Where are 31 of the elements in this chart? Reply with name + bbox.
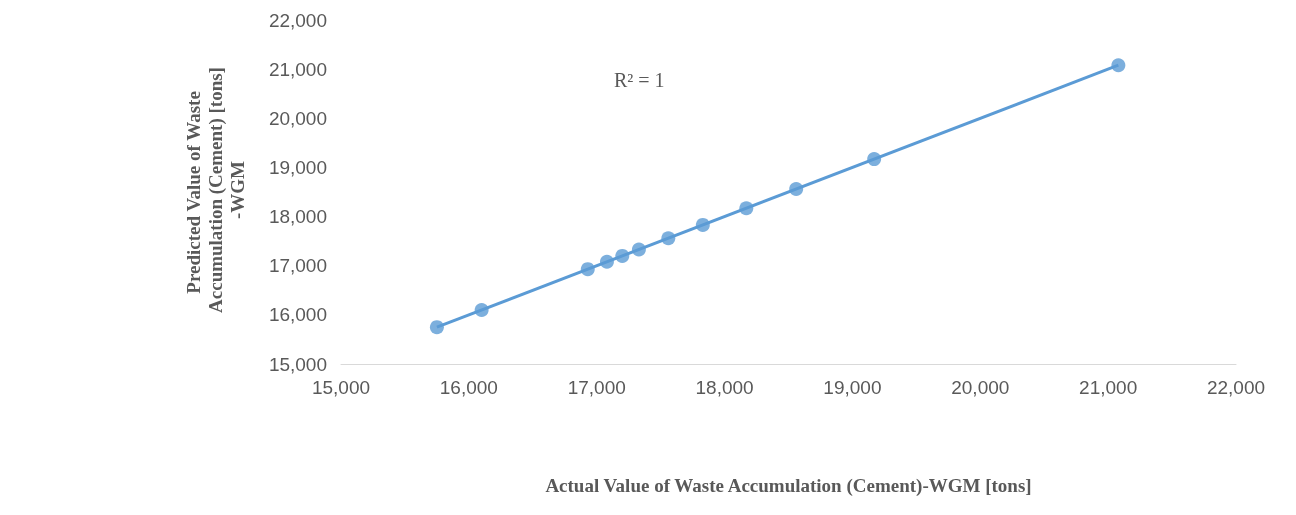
x-tick-label: 15,000 [311,377,371,398]
x-tick-label: 16,000 [439,377,498,398]
point [789,182,804,197]
x-tick-label: 21,000 [1079,377,1138,398]
point [474,302,489,317]
x-axis-title: Actual Value of Waste Accumulation (Cement)-WGM [tons] [545,474,1032,497]
point [739,201,754,216]
x-tick-label: 17,000 [567,377,626,398]
x-tick-label: 20,000 [951,377,1010,398]
y-tick-label: 20,000 [268,107,327,129]
y-tick-label: 22,000 [268,9,327,31]
point [580,262,595,277]
point [661,231,676,246]
x-tick-label: 22,000 [1206,377,1266,398]
point [599,254,614,269]
y-axis-title: Predicted Value of Waste Accumulation (Cement) [tons]-WGM [182,67,248,313]
y-tick-label: 17,000 [268,255,327,277]
y-tick-label: 21,000 [268,58,327,80]
point [695,217,710,232]
y-tick-label: 18,000 [268,206,327,228]
annotation: R² = 1 [614,69,665,91]
y-tick-label: 16,000 [268,304,327,326]
y-tick-label: 19,000 [268,156,327,178]
x-tick-label: 19,000 [823,377,882,398]
point [429,320,444,335]
point [615,248,630,263]
x-tick-label: 18,000 [695,377,754,398]
point [631,242,646,257]
point [867,152,882,167]
point [1111,58,1126,73]
y-tick-label: 15,000 [268,353,327,375]
